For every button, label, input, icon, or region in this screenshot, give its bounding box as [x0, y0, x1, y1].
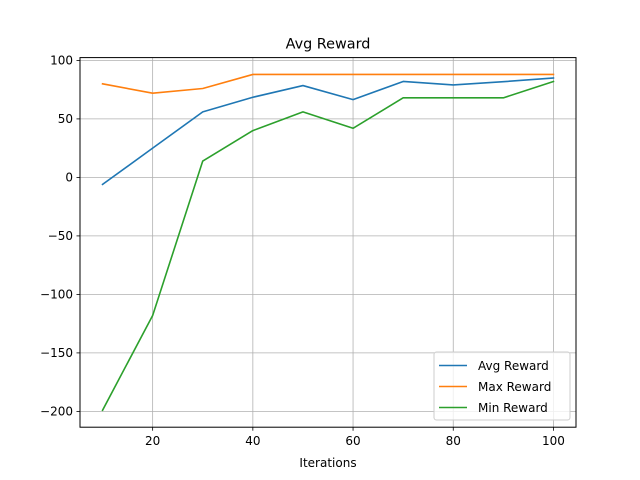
y-tick-label: 50 [58, 112, 73, 126]
y-tick-label: −100 [40, 288, 73, 302]
y-tick-label: 0 [65, 171, 73, 185]
series-line-avg-reward [101, 77, 555, 186]
chart-title: Avg Reward [286, 37, 371, 53]
legend-label-max-reward: Max Reward [478, 380, 551, 394]
x-tick-label: 60 [345, 434, 360, 448]
x-tick-label: 80 [446, 434, 461, 448]
x-tick-label: 100 [542, 434, 565, 448]
x-tick-label: 20 [145, 434, 160, 448]
y-tick-label: 100 [50, 54, 73, 68]
plot-frame [79, 57, 577, 428]
y-tick-label: −150 [40, 346, 73, 360]
series-line-min-reward [101, 80, 555, 412]
axis-ticks: 20 40 60 80 100 −200 −150 −100 −50 0 50 100 [40, 54, 565, 448]
series-lines [101, 73, 555, 412]
x-axis-label: Iterations [299, 456, 356, 470]
legend-label-min-reward: Min Reward [478, 401, 548, 415]
y-tick-label: −50 [48, 229, 73, 243]
grid [80, 57, 576, 428]
legend-box [433, 351, 571, 421]
series-line-max-reward [101, 73, 555, 94]
legend-label-avg-reward: Avg Reward [478, 359, 549, 373]
y-tick-label: −200 [40, 405, 73, 419]
x-tick-label: 40 [245, 434, 260, 448]
legend: Avg Reward Max Reward Min Reward [433, 351, 571, 421]
